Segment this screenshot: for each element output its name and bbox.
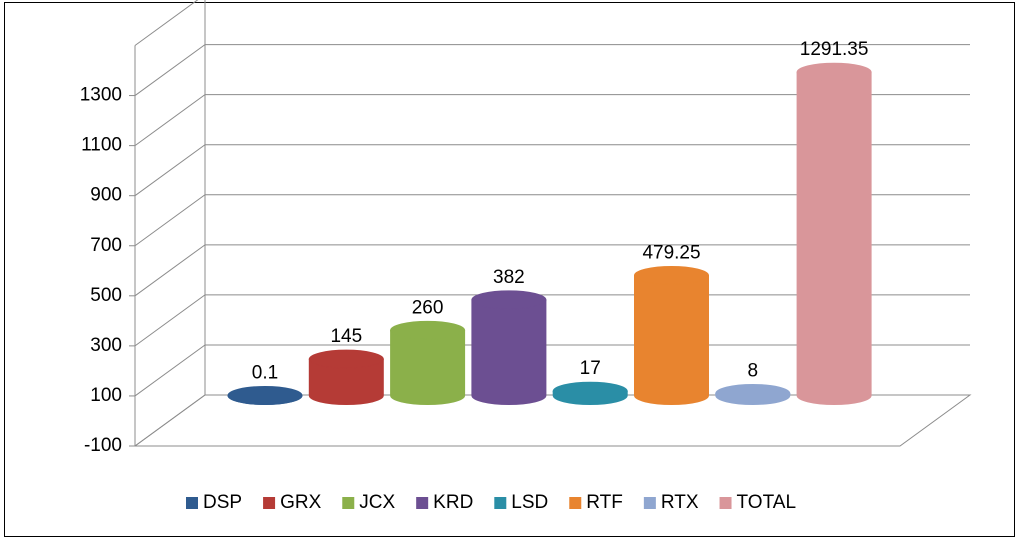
cylinder-body — [390, 329, 466, 405]
legend-swatch — [494, 497, 507, 509]
y-tick-label: -100 — [84, 435, 122, 456]
legend-label: LSD — [511, 492, 548, 513]
data-label: 479.25 — [642, 243, 700, 264]
grid-line — [134, 94, 970, 147]
legend-swatch — [263, 497, 276, 509]
y-tick-label: 900 — [90, 185, 122, 206]
legend-swatch — [719, 497, 732, 509]
cylinder-top — [796, 62, 872, 82]
y-tick-label: 1100 — [81, 135, 122, 156]
cylinder-body — [308, 358, 384, 405]
grid-line — [134, 144, 970, 197]
cylinder-body — [634, 275, 709, 405]
cylinder-top — [227, 385, 303, 405]
legend-label: JCX — [359, 492, 395, 513]
y-tick-label: 700 — [90, 235, 122, 256]
cylinder-body — [471, 299, 547, 405]
legend-swatch — [569, 497, 582, 509]
grid-line — [134, 294, 970, 347]
cylinder-top — [634, 266, 709, 286]
legend-label: GRX — [280, 492, 322, 513]
y-tick-label: 300 — [90, 335, 122, 356]
data-label: 1291.35 — [800, 39, 869, 60]
cylinder-top — [552, 381, 628, 401]
legend-label: RTF — [586, 492, 623, 513]
legend-label: RTX — [661, 492, 699, 513]
y-tick-label: 1300 — [80, 85, 122, 106]
grid-line — [134, 394, 970, 447]
legend-swatch — [643, 497, 656, 509]
legend-swatch — [342, 497, 355, 509]
data-label: 260 — [412, 297, 444, 318]
cylinder-top — [390, 320, 466, 340]
y-tick-label: 100 — [90, 385, 122, 406]
data-label: 0.1 — [252, 362, 278, 383]
cylinder-body — [796, 71, 872, 405]
grid-line — [134, 44, 970, 96]
data-label: 17 — [580, 358, 601, 379]
data-label: 145 — [330, 326, 362, 347]
cylinder-top — [308, 349, 384, 369]
legend-swatch — [186, 497, 198, 509]
legend-label: DSP — [203, 492, 242, 513]
grid-line — [134, 244, 970, 297]
data-label: 8 — [748, 360, 759, 381]
grid-line — [134, 344, 970, 397]
grid-line — [134, 194, 970, 247]
legend-label: TOTAL — [737, 492, 796, 513]
cylinder-top — [471, 290, 547, 310]
legend-swatch — [416, 497, 429, 509]
data-label: 382 — [493, 267, 525, 288]
cylinder-top — [715, 383, 791, 403]
legend-label: KRD — [433, 492, 473, 513]
grid-top — [134, 0, 199, 46]
y-tick-label: 500 — [90, 285, 122, 306]
